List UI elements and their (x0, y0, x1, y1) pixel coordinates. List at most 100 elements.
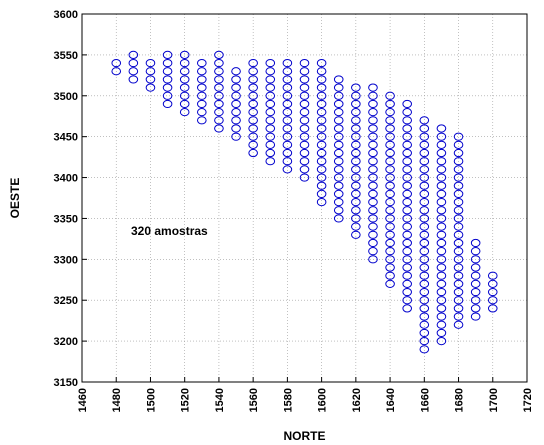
data-point (231, 99, 241, 109)
data-point (333, 116, 344, 125)
data-point (231, 108, 241, 117)
data-point (231, 75, 241, 84)
data-point (453, 247, 464, 256)
data-point (368, 247, 378, 256)
data-point (333, 214, 344, 223)
data-point (436, 247, 447, 256)
data-point (419, 116, 430, 125)
data-point (197, 67, 207, 76)
data-point (333, 140, 344, 149)
data-point (351, 83, 361, 92)
data-point (436, 320, 447, 329)
x-tick-label: 1660 (419, 388, 431, 412)
data-point (368, 214, 378, 223)
data-point (351, 124, 361, 133)
data-point (333, 157, 344, 166)
data-point (333, 165, 344, 174)
data-point (470, 263, 481, 272)
data-point (248, 116, 258, 125)
data-point (316, 116, 327, 125)
data-point (128, 58, 139, 68)
data-point (162, 75, 173, 84)
data-point (402, 206, 412, 215)
data-point (282, 91, 293, 100)
data-point (265, 91, 276, 100)
data-point (402, 271, 412, 280)
data-point (385, 132, 395, 141)
data-point (419, 296, 430, 305)
data-point (436, 271, 447, 280)
data-point (368, 132, 378, 141)
data-point (436, 197, 447, 207)
data-point (282, 140, 293, 149)
data-point (197, 91, 207, 100)
data-point (351, 181, 361, 190)
data-point (402, 157, 412, 166)
data-point (145, 83, 156, 92)
data-point (419, 304, 430, 313)
data-point (179, 91, 190, 100)
data-point (419, 157, 430, 166)
y-axis-title: OESTE (8, 178, 22, 219)
data-point (333, 197, 344, 207)
data-point (368, 99, 378, 109)
data-point (402, 140, 412, 149)
data-point (145, 75, 156, 84)
data-point (368, 222, 378, 231)
data-point (145, 58, 156, 68)
data-point (197, 99, 207, 109)
data-point (368, 108, 378, 117)
data-point (419, 148, 430, 158)
data-point (368, 91, 378, 100)
data-point (436, 157, 447, 166)
data-point (265, 108, 276, 117)
data-point (265, 58, 276, 68)
data-point (402, 279, 412, 288)
data-point (333, 108, 344, 117)
data-point (111, 67, 122, 76)
y-tick-label: 3300 (54, 254, 78, 266)
plot-frame (81, 13, 528, 383)
data-point (248, 132, 258, 141)
data-point (385, 197, 395, 207)
data-point (368, 189, 378, 199)
data-point (385, 189, 395, 199)
data-point (333, 132, 344, 141)
data-point (385, 173, 395, 182)
data-point (282, 58, 293, 68)
data-point (368, 148, 378, 158)
data-point (316, 132, 327, 141)
data-point (282, 83, 293, 92)
y-tick-label: 3200 (54, 336, 78, 348)
data-point (470, 255, 481, 264)
data-point (436, 165, 447, 174)
data-point (419, 173, 430, 182)
data-point (487, 271, 498, 280)
data-point (316, 124, 327, 133)
data-point (385, 279, 395, 288)
data-point (402, 124, 412, 133)
data-point (282, 132, 293, 141)
data-point (385, 255, 395, 264)
data-point (265, 124, 276, 133)
data-point (316, 140, 327, 149)
data-point (436, 238, 447, 248)
data-point (402, 165, 412, 174)
data-point (316, 148, 327, 158)
data-point (351, 197, 361, 207)
x-tick-label: 1680 (454, 388, 466, 412)
data-point (265, 116, 276, 125)
data-point (265, 157, 276, 166)
x-tick-label: 1520 (180, 388, 192, 412)
data-point (402, 108, 412, 117)
data-point (128, 75, 139, 84)
data-point (299, 75, 310, 84)
data-point (214, 75, 224, 84)
data-point (333, 83, 344, 92)
data-point (316, 189, 327, 199)
data-point (316, 91, 327, 100)
data-point (453, 197, 464, 207)
data-point (351, 108, 361, 117)
data-point (351, 99, 361, 109)
data-point (368, 206, 378, 215)
